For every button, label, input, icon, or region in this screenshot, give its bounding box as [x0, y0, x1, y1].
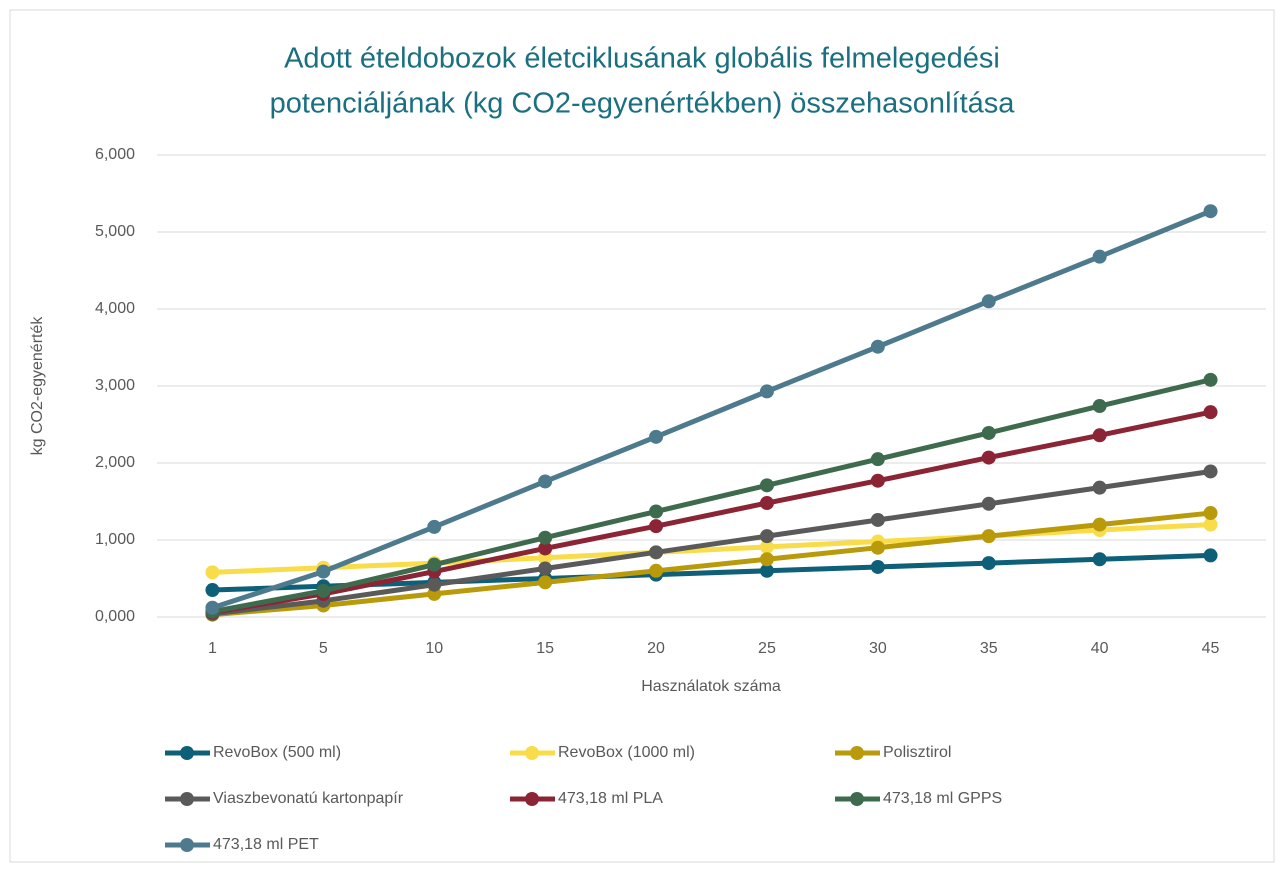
legend-marker	[525, 746, 539, 760]
legend-marker	[850, 746, 864, 760]
legend-label: RevoBox (1000 ml)	[558, 744, 695, 761]
data-point	[427, 577, 442, 592]
legend-label: Viaszbevonatú kartonpapír	[213, 790, 404, 807]
y-tick-label: 1,000	[95, 531, 135, 548]
data-point	[870, 512, 885, 527]
data-point	[981, 425, 996, 440]
legend-marker	[850, 792, 864, 806]
data-point	[538, 530, 553, 545]
legend-marker	[180, 838, 194, 852]
data-point	[759, 496, 774, 511]
data-point	[205, 600, 220, 615]
data-point	[1092, 399, 1107, 414]
y-tick-label: 5,000	[95, 223, 135, 240]
data-point	[1203, 506, 1218, 521]
data-point	[1092, 517, 1107, 532]
chart-border	[9, 9, 1275, 863]
data-point	[981, 556, 996, 571]
x-tick-label: 1	[208, 640, 217, 657]
y-tick-label: 3,000	[95, 377, 135, 394]
data-point	[1203, 372, 1218, 387]
data-point	[538, 575, 553, 590]
legend-marker	[525, 792, 539, 806]
chart-title: Adott ételdobozok életciklusának globáli…	[284, 43, 1000, 75]
data-point	[870, 473, 885, 488]
data-point	[1203, 464, 1218, 479]
x-tick-label: 25	[758, 640, 776, 657]
data-point	[538, 541, 553, 556]
data-point	[981, 450, 996, 465]
legend-label: 473,18 ml GPPS	[883, 790, 1002, 807]
data-point	[981, 529, 996, 544]
series-line	[211, 377, 1212, 615]
legend-marker	[180, 746, 194, 760]
legend-marker	[180, 792, 194, 806]
data-point	[759, 529, 774, 544]
data-point	[1092, 249, 1107, 264]
data-point	[759, 478, 774, 493]
data-point	[759, 384, 774, 399]
legend-label: 473,18 ml PLA	[558, 790, 663, 807]
data-point	[649, 545, 664, 560]
data-point	[1203, 405, 1218, 420]
y-tick-label: 6,000	[95, 146, 135, 163]
y-tick-label: 0,000	[95, 608, 135, 625]
x-tick-label: 45	[1202, 640, 1220, 657]
data-point	[870, 559, 885, 574]
data-point	[1203, 204, 1218, 219]
data-point	[1203, 517, 1218, 532]
data-point	[759, 539, 774, 554]
series-line	[212, 510, 1211, 618]
x-tick-label: 40	[1091, 640, 1109, 657]
series-line	[212, 409, 1212, 615]
data-point	[649, 504, 664, 519]
data-point	[870, 452, 885, 467]
legend-label: RevoBox (500 ml)	[213, 744, 341, 761]
data-point	[1203, 548, 1218, 563]
data-point	[1092, 552, 1107, 567]
data-point	[538, 474, 553, 489]
data-point	[427, 557, 442, 572]
x-tick-label: 35	[980, 640, 998, 657]
legend-label: Polisztirol	[883, 744, 951, 761]
x-tick-label: 20	[647, 640, 665, 657]
data-point	[870, 339, 885, 354]
data-point	[870, 540, 885, 555]
x-axis-label: Használatok száma	[641, 678, 781, 695]
data-point	[649, 429, 664, 444]
x-tick-label: 10	[425, 640, 443, 657]
data-point	[649, 519, 664, 534]
data-point	[538, 561, 553, 576]
legend-label: 473,18 ml PET	[213, 836, 319, 853]
data-point	[981, 496, 996, 511]
x-tick-label: 5	[319, 640, 328, 657]
x-tick-label: 30	[869, 640, 887, 657]
y-axis-label: kg CO2-egyenérték	[29, 316, 46, 456]
chart-title: potenciáljának (kg CO2-egyenértékben) ös…	[270, 88, 1016, 120]
data-point	[205, 583, 220, 598]
x-tick-label: 15	[536, 640, 554, 657]
y-tick-label: 2,000	[95, 454, 135, 471]
data-point	[981, 294, 996, 309]
series-line	[211, 208, 1212, 611]
data-point	[759, 563, 774, 578]
series-line	[212, 522, 1211, 575]
data-point	[205, 565, 220, 580]
data-point	[316, 564, 331, 579]
series-line	[212, 468, 1211, 617]
data-point	[1092, 428, 1107, 443]
data-point	[427, 519, 442, 534]
y-tick-label: 4,000	[95, 300, 135, 317]
data-point	[759, 552, 774, 567]
data-point	[649, 563, 664, 578]
data-point	[316, 583, 331, 598]
data-point	[1092, 480, 1107, 495]
